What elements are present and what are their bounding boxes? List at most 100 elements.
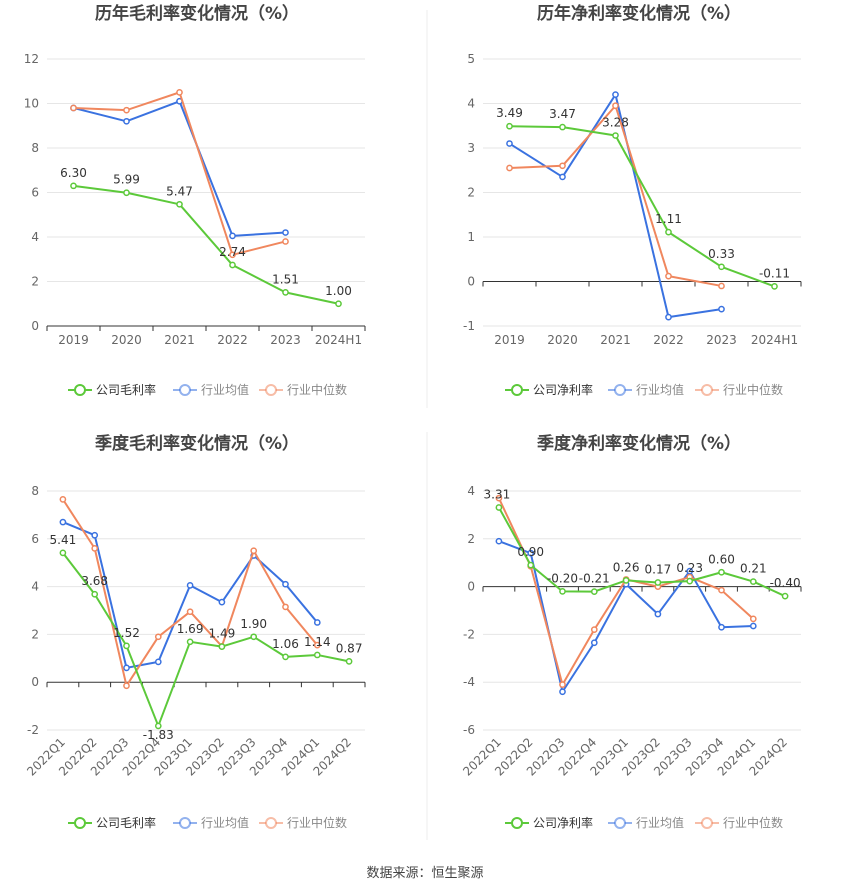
y-tick-label: 6 (31, 532, 39, 546)
y-tick-label: 12 (24, 52, 39, 66)
x-tick-label: 2019 (58, 333, 89, 347)
data-point (559, 123, 566, 131)
data-point (250, 633, 258, 641)
data-point (495, 504, 503, 511)
data-point (91, 545, 99, 552)
data-label: 1.69 (177, 622, 204, 636)
legend-item: 公司毛利率 (68, 815, 156, 830)
data-point (718, 263, 725, 271)
data-point (91, 531, 99, 539)
y-tick-label: 4 (467, 484, 475, 498)
y-tick-label: 4 (31, 580, 39, 594)
x-tick-label: 2024H1 (751, 333, 798, 347)
data-point (59, 518, 67, 526)
legend-swatch-marker (74, 817, 86, 829)
data-label: 3.47 (549, 107, 576, 121)
data-point (123, 642, 130, 650)
y-tick-label: 6 (31, 186, 39, 200)
series-行业中位数 (59, 496, 321, 690)
legend-swatch-marker (614, 817, 626, 829)
data-point (345, 658, 353, 665)
data-point (665, 272, 672, 280)
data-point (218, 643, 226, 650)
data-point (718, 623, 725, 631)
legend-item: 行业均值 (173, 382, 249, 397)
data-label: -0.20 (547, 571, 578, 585)
y-tick-label: 5 (467, 52, 475, 66)
series-行业均值 (59, 518, 321, 672)
legend-swatch-marker (179, 384, 191, 396)
y-tick-label: -4 (463, 675, 475, 689)
data-point (559, 688, 566, 696)
chart-title: 季度毛利率变化情况（%） (95, 433, 299, 454)
chart-panel-3: 季度毛利率变化情况（%）-2024682022Q12022Q22022Q3202… (24, 433, 366, 830)
data-label: 0.23 (676, 561, 703, 575)
data-label: 0.21 (740, 562, 767, 576)
y-tick-label: 2 (467, 532, 475, 546)
y-tick-label: 0 (467, 275, 475, 289)
data-point (654, 579, 662, 586)
legend-swatch-marker (179, 817, 191, 829)
data-point (229, 251, 236, 259)
data-point (771, 283, 778, 290)
legend-item: 行业均值 (608, 382, 684, 397)
legend-label: 行业均值 (636, 815, 684, 830)
data-point (123, 117, 130, 125)
data-point (282, 603, 289, 611)
data-point (718, 305, 725, 313)
legend-label: 公司毛利率 (96, 815, 156, 830)
data-label: -0.40 (770, 576, 801, 590)
chart-panel-2: 历年净利率变化情况（%） -1 0 1 2 3 4 5 2019 2020 2021 2022 2023… (463, 3, 802, 397)
data-point (123, 189, 130, 197)
data-point (686, 567, 694, 575)
x-tick-label: 2023 (270, 333, 301, 347)
y-tick-label: -2 (27, 723, 39, 737)
data-point (282, 238, 289, 245)
data-point (590, 626, 598, 633)
series-line (62, 552, 350, 727)
legend-label: 公司净利率 (533, 382, 593, 397)
data-point (622, 577, 630, 584)
series-line (62, 498, 319, 687)
data-point (559, 681, 566, 688)
data-point (154, 722, 162, 730)
data-source-note: 数据来源：恒生聚源 (366, 866, 484, 881)
data-label: 5.99 (113, 173, 140, 187)
data-label: 1.00 (325, 284, 352, 298)
series-行业中位数 (495, 494, 757, 688)
data-point (612, 91, 619, 98)
series-行业中位数 (70, 89, 289, 259)
data-point (590, 588, 598, 595)
x-tick-label: 2022 (653, 333, 684, 347)
data-point (282, 653, 289, 661)
chart-title: 历年毛利率变化情况（%） (95, 3, 299, 24)
legend-label: 行业中位数 (287, 815, 347, 830)
chart-title: 历年净利率变化情况（%） (537, 3, 741, 24)
data-label: 1.06 (272, 637, 299, 651)
chart-title: 季度净利率变化情况（%） (537, 433, 741, 454)
data-point (229, 261, 236, 269)
data-point (335, 300, 342, 308)
data-label: 0.87 (336, 641, 363, 655)
data-label: 1.52 (113, 626, 140, 640)
legend-swatch-marker (614, 384, 626, 396)
data-point (527, 549, 535, 557)
legend-label: 公司净利率 (533, 815, 593, 830)
series-公司毛利率: 6.30 5.99 5.47 2.74 1.51 1.00 (60, 166, 352, 308)
data-point (612, 102, 619, 110)
data-point (282, 580, 289, 588)
data-label: 3.28 (602, 116, 629, 130)
series-line (73, 100, 286, 237)
legend-item: 公司毛利率 (68, 382, 156, 397)
y-tick-label: -1 (463, 319, 475, 333)
series-公司净利率: 3.49 3.47 3.28 1.11 0.33 -0.11 (496, 106, 790, 290)
data-point (59, 549, 67, 557)
data-label: 1.49 (209, 627, 236, 641)
data-point (123, 664, 130, 672)
y-tick-label: 10 (24, 97, 39, 111)
data-label: 3.49 (496, 106, 523, 120)
legend-label: 行业中位数 (723, 382, 783, 397)
series-行业均值 (70, 97, 289, 240)
data-label: 5.47 (166, 184, 193, 198)
